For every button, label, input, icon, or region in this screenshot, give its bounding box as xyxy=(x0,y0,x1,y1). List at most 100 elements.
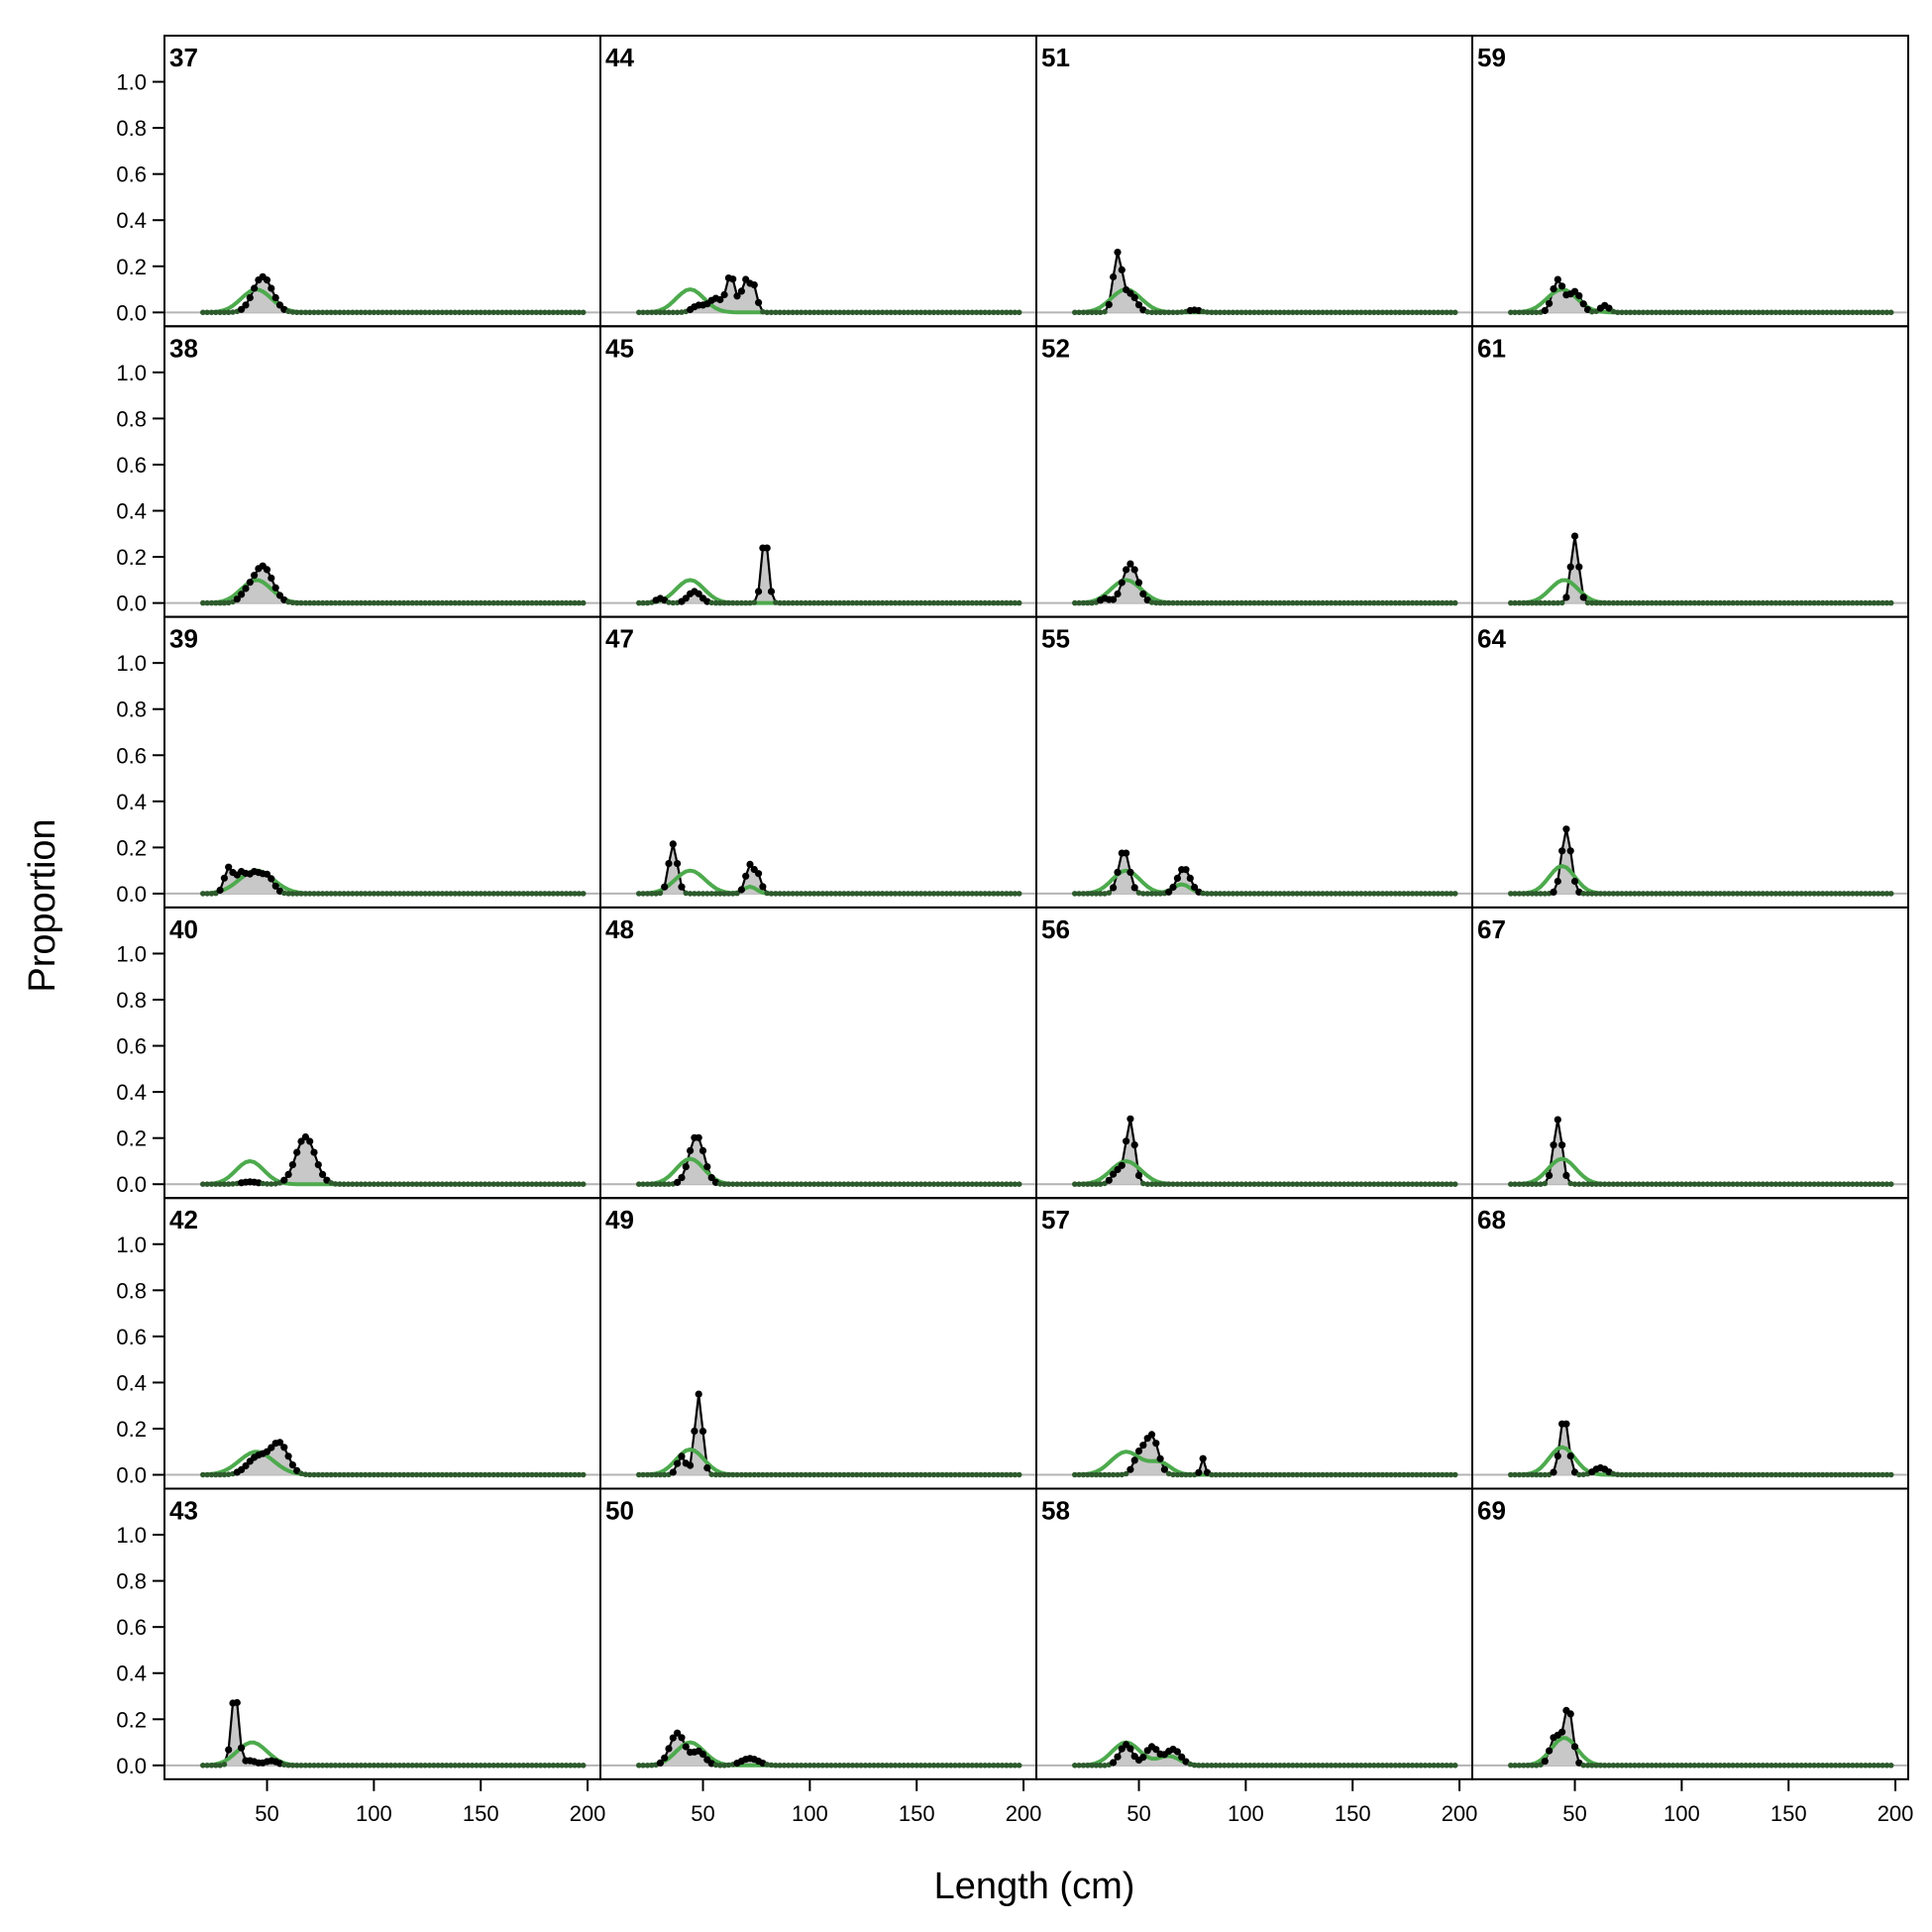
observed-point xyxy=(892,599,899,606)
observed-point xyxy=(507,599,514,606)
observed-point xyxy=(568,599,574,606)
observed-point xyxy=(529,309,535,316)
observed-point xyxy=(1879,309,1885,316)
observed-point xyxy=(786,1471,792,1478)
observed-point xyxy=(1726,599,1732,606)
observed-point xyxy=(1311,891,1318,897)
observed-point xyxy=(362,1181,369,1187)
observed-points xyxy=(636,1729,1022,1769)
observed-point xyxy=(1102,1763,1108,1769)
observed-point xyxy=(546,1471,552,1478)
observed-point xyxy=(1571,1181,1578,1187)
observed-point xyxy=(1272,1181,1279,1187)
observed-point xyxy=(328,1180,335,1186)
observed-point xyxy=(819,891,826,897)
observed-point xyxy=(311,1763,317,1769)
observed-point xyxy=(1863,309,1869,316)
observed-point xyxy=(1153,891,1159,897)
observed-point xyxy=(1311,1763,1318,1769)
observed-point xyxy=(1328,309,1335,316)
observed-point xyxy=(1653,891,1660,897)
observed-point xyxy=(901,1181,908,1187)
panel-frame xyxy=(1035,1487,1473,1780)
observed-point xyxy=(1605,304,1613,312)
observed-point xyxy=(1550,285,1557,293)
observed-point xyxy=(332,599,339,606)
observed-point xyxy=(1876,599,1881,606)
observed-point xyxy=(1448,309,1454,316)
observed-point xyxy=(845,1181,851,1187)
observed-point xyxy=(1195,1468,1203,1476)
observed-point xyxy=(725,599,732,606)
observed-point xyxy=(806,1181,813,1187)
observed-point xyxy=(871,1181,877,1187)
observed-point xyxy=(1016,891,1022,897)
observed-point xyxy=(781,1763,788,1769)
observed-point xyxy=(1815,309,1822,316)
observed-point xyxy=(1562,1171,1570,1179)
panel-frame xyxy=(1035,615,1473,909)
x-tick-label: 150 xyxy=(1771,1801,1807,1826)
observed-point xyxy=(499,309,505,316)
observed-point xyxy=(503,1763,509,1769)
observed-point xyxy=(482,1471,488,1478)
observed-point xyxy=(524,1471,531,1478)
observed-point xyxy=(1845,891,1852,897)
observed-point xyxy=(1173,874,1181,883)
observed-point xyxy=(1358,891,1364,897)
observed-point xyxy=(665,860,673,868)
observed-point xyxy=(1170,599,1176,606)
observed-point xyxy=(1678,1181,1685,1187)
observed-point xyxy=(832,309,839,316)
observed-point xyxy=(901,891,908,897)
observed-point xyxy=(1379,1763,1386,1769)
observed-point xyxy=(1516,1181,1523,1187)
observed-point xyxy=(712,891,719,897)
y-tick-label: 0.8 xyxy=(116,406,147,431)
observed-point xyxy=(995,599,1001,606)
observed-point xyxy=(1307,1181,1313,1187)
observed-point xyxy=(1213,599,1219,606)
observed-point xyxy=(1632,1763,1638,1769)
observed-point xyxy=(1102,1471,1108,1478)
observed-point xyxy=(285,308,291,315)
y-tick-label: 0.4 xyxy=(116,499,147,524)
observed-point xyxy=(922,599,928,606)
observed-point xyxy=(413,1471,420,1478)
observed-point xyxy=(1867,599,1873,606)
observed-point xyxy=(763,544,771,552)
observed-point xyxy=(892,891,899,897)
observed-point xyxy=(1747,309,1754,316)
observed-point xyxy=(644,309,651,316)
observed-point xyxy=(1538,599,1544,606)
observed-point xyxy=(1093,1763,1100,1769)
observed-point xyxy=(1204,599,1211,606)
observed-point xyxy=(439,891,446,897)
observed-point xyxy=(319,1170,327,1178)
observed-point xyxy=(1213,309,1219,316)
observed-point xyxy=(542,1181,548,1187)
observed-point xyxy=(897,309,903,316)
observed-point xyxy=(221,1471,228,1478)
y-tick-label: 1.0 xyxy=(116,941,147,966)
y-tick-label: 0.6 xyxy=(116,743,147,768)
observed-point xyxy=(1858,1471,1865,1478)
observed-point xyxy=(897,891,903,897)
observed-point xyxy=(1333,891,1339,897)
observed-point xyxy=(200,309,206,316)
observed-point xyxy=(546,891,552,897)
observed-point xyxy=(913,309,919,316)
observed-point xyxy=(960,1471,967,1478)
observed-point xyxy=(768,309,775,316)
observed-point xyxy=(1562,1420,1570,1428)
observed-point xyxy=(1405,891,1412,897)
observed-point xyxy=(1713,1181,1719,1187)
observed-point xyxy=(387,1763,394,1769)
observed-point xyxy=(268,1444,275,1451)
observed-point xyxy=(332,1181,339,1187)
observed-point xyxy=(563,1181,570,1187)
observed-point xyxy=(1123,1470,1129,1477)
x-tick-label: 100 xyxy=(792,1801,828,1826)
observed-point xyxy=(1802,599,1809,606)
observed-point xyxy=(1785,599,1791,606)
